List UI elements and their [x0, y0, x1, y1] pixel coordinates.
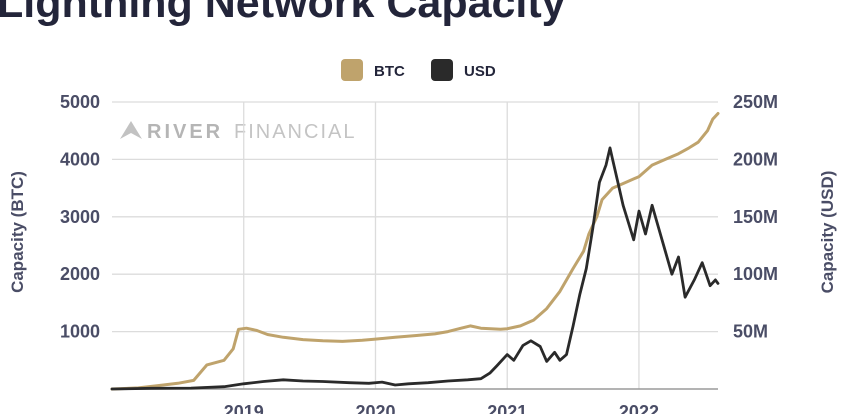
x-tick-label: 2019 — [224, 402, 264, 414]
series-line-btc — [110, 112, 720, 391]
watermark-financial-text: FINANCIAL — [234, 121, 356, 143]
y-axis-right-title: Capacity (USD) — [818, 171, 837, 294]
y-right-tick-label: 200M — [733, 149, 778, 169]
y-right-tick-label: 250M — [733, 92, 778, 112]
y-right-tick-label: 150M — [733, 207, 778, 227]
legend-label-btc: BTC — [374, 63, 405, 80]
y-axis-left-title: Capacity (BTC) — [8, 171, 27, 293]
y-right-ticks: 50M 100M 150M 200M 250M — [733, 92, 778, 342]
y-right-tick-label: 50M — [733, 322, 768, 342]
y-right-tick-label: 100M — [733, 264, 778, 284]
y-left-tick-label: 2000 — [60, 264, 100, 284]
x-tick-label: 2020 — [355, 402, 395, 414]
x-tick-label: 2021 — [487, 402, 527, 414]
river-financial-watermark: RIVER FINANCIAL — [120, 121, 356, 143]
watermark-river-text: RIVER — [147, 121, 223, 143]
gridlines — [112, 101, 718, 390]
series-layer — [110, 112, 720, 391]
y-left-ticks: 1000 2000 3000 4000 5000 — [60, 92, 100, 342]
legend: BTC USD — [341, 59, 496, 81]
legend-swatch-usd — [431, 59, 453, 81]
legend-swatch-btc — [341, 59, 363, 81]
y-left-tick-label: 4000 — [60, 149, 100, 169]
x-ticks: 2019 2020 2021 2022 — [224, 402, 659, 414]
y-left-tick-label: 3000 — [60, 207, 100, 227]
x-tick-label: 2022 — [619, 402, 659, 414]
y-left-tick-label: 5000 — [60, 92, 100, 112]
series-line-usd — [110, 146, 720, 391]
legend-label-usd: USD — [464, 63, 496, 80]
chart-title: Lightning Network Capacity — [0, 0, 566, 27]
river-logo-icon — [120, 121, 142, 139]
y-left-tick-label: 1000 — [60, 322, 100, 342]
